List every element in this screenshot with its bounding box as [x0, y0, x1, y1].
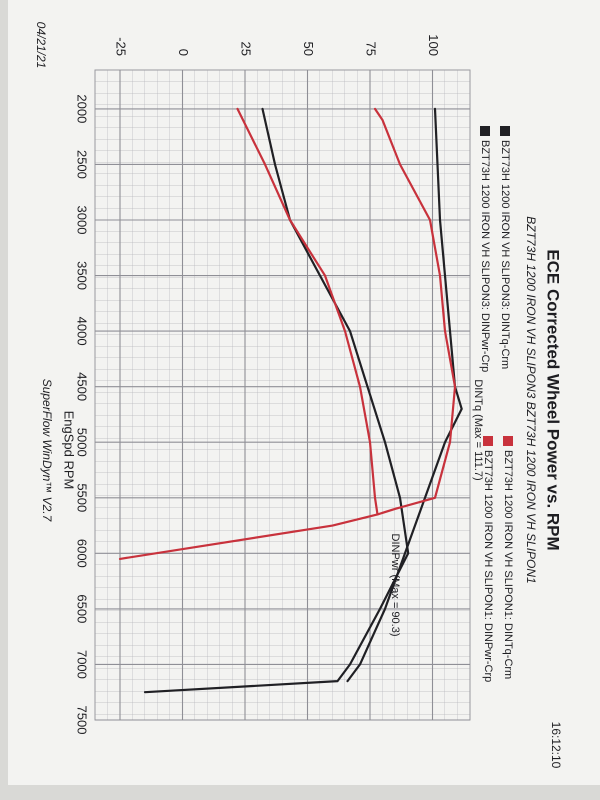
x-tick-label: 6000: [75, 539, 90, 568]
legend-swatch: [480, 126, 490, 136]
x-tick-label: 2000: [75, 94, 90, 123]
x-tick-label: 3000: [75, 206, 90, 235]
legend-swatch: [503, 436, 513, 446]
y-tick-label: 50: [301, 42, 316, 56]
time: 16:12:10: [549, 722, 563, 769]
legend-label: BZT73H 1200 IRON VH SLIPON3: DINPwr-Crp: [479, 140, 491, 372]
y-tick-label: 25: [239, 42, 254, 56]
y-tick-label: 100: [426, 34, 441, 56]
chart-subtitle: BZT73H 1200 IRON VH SLIPON3 BZT73H 1200 …: [524, 216, 538, 583]
annotation: DINTq (Max = 111.7): [472, 379, 484, 480]
x-tick-label: 5000: [75, 428, 90, 457]
annotation: DINPwr (Max = 90.3): [389, 534, 401, 637]
x-tick-label: 6500: [75, 594, 90, 623]
legend-label: BZT73H 1200 IRON VH SLIPON1: DINPwr-Crp: [482, 450, 494, 682]
y-tick-label: 0: [176, 49, 191, 56]
series-line: [118, 107, 379, 560]
series-line: [346, 107, 463, 683]
chart-title: ECE Corrected Wheel Power vs. RPM: [544, 249, 563, 550]
x-tick-label: 4000: [75, 317, 90, 346]
x-tick-label: 3500: [75, 261, 90, 290]
plot-area: [94, 69, 471, 721]
date: 04/21/21: [34, 22, 48, 69]
legend-swatch: [483, 436, 493, 446]
series-line: [373, 107, 457, 516]
footer: SuperFlow WinDyn™ V2.7: [40, 379, 54, 523]
x-tick-label: 4500: [75, 372, 90, 401]
legend-swatch: [500, 126, 510, 136]
x-tick-label: 5500: [75, 483, 90, 512]
x-tick-label: 2500: [75, 150, 90, 179]
x-axis-label: EngSpd RPM: [62, 411, 77, 490]
y-tick-label: -25: [114, 37, 129, 56]
x-tick-label: 7000: [75, 650, 90, 679]
legend-label: BZT73H 1200 IRON VH SLIPON1: DINTq-Crm: [502, 450, 514, 679]
x-tick-label: 7500: [75, 706, 90, 735]
rotated-sheet: ECE Corrected Wheel Power vs. RPM BZT73H…: [8, 0, 600, 785]
legend-label: BZT73H 1200 IRON VH SLIPON3: DINTq-Crm: [499, 140, 511, 369]
y-tick-label: 75: [364, 42, 379, 56]
